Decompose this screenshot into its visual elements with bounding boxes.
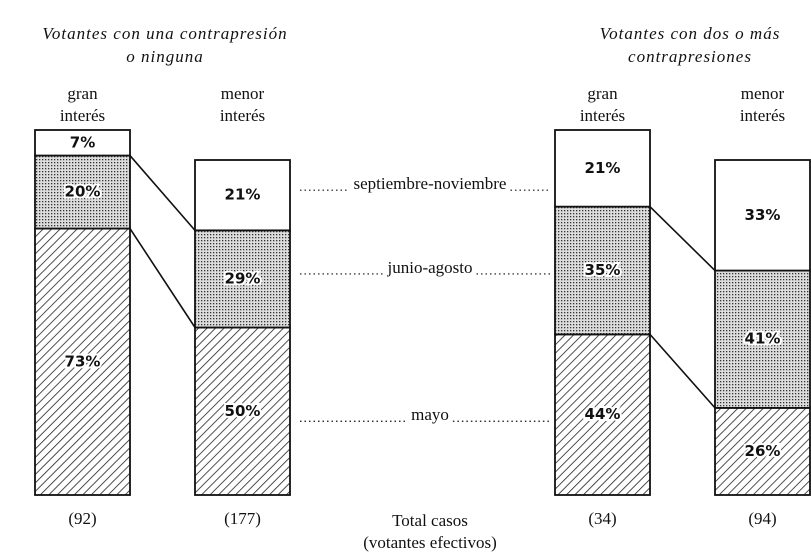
value-label: 44% bbox=[585, 405, 621, 423]
bar-segment bbox=[34, 129, 131, 157]
bar-label: menor bbox=[221, 84, 265, 103]
value-label: 35% bbox=[585, 261, 621, 279]
value-label: 7% bbox=[70, 133, 95, 151]
bar-label: interés bbox=[740, 106, 785, 125]
bar-label: interés bbox=[220, 106, 265, 125]
connector bbox=[649, 206, 716, 272]
value-label: 21% bbox=[225, 186, 261, 204]
bar-segment bbox=[714, 406, 811, 496]
case-count: (34) bbox=[588, 509, 616, 528]
series-name: junio-agosto bbox=[387, 258, 473, 277]
case-count: (92) bbox=[68, 509, 96, 528]
value-label: 50% bbox=[225, 402, 261, 420]
value-label: 20% bbox=[65, 183, 101, 201]
value-label: 26% bbox=[745, 442, 781, 460]
connector bbox=[129, 228, 196, 328]
bar-segment bbox=[714, 269, 811, 409]
bar-label: gran bbox=[587, 84, 618, 103]
series-name: mayo bbox=[411, 405, 449, 424]
value-label: 41% bbox=[745, 330, 781, 348]
bar-segment bbox=[554, 129, 651, 208]
group-title: Votantes con una contrapresión bbox=[42, 24, 287, 43]
footer: (votantes efectivos) bbox=[363, 533, 497, 552]
bar-segment bbox=[194, 159, 291, 232]
bar-label: menor bbox=[741, 84, 785, 103]
bar-label: gran bbox=[67, 84, 98, 103]
value-label: 33% bbox=[745, 206, 781, 224]
group-title: o ninguna bbox=[126, 47, 203, 66]
group-title: contrapresiones bbox=[628, 47, 752, 66]
connector bbox=[129, 155, 196, 231]
series-name: septiembre-noviembre bbox=[354, 174, 507, 193]
bar-segment bbox=[554, 333, 651, 496]
case-count: (177) bbox=[224, 509, 261, 528]
bar-segment bbox=[194, 229, 291, 329]
bar-segment bbox=[554, 205, 651, 336]
value-label: 21% bbox=[585, 159, 621, 177]
bar-label: interés bbox=[60, 106, 105, 125]
bar-segment bbox=[34, 154, 131, 230]
bar-segment bbox=[34, 227, 131, 496]
value-label: 73% bbox=[65, 352, 101, 370]
bar-label: interés bbox=[580, 106, 625, 125]
bar-segment bbox=[714, 159, 811, 272]
case-count: (94) bbox=[748, 509, 776, 528]
value-label: 29% bbox=[225, 269, 261, 287]
group-title: Votantes con dos o más bbox=[600, 24, 781, 43]
footer: Total casos bbox=[392, 511, 468, 530]
connector bbox=[649, 333, 716, 409]
bar-segment bbox=[194, 326, 291, 496]
